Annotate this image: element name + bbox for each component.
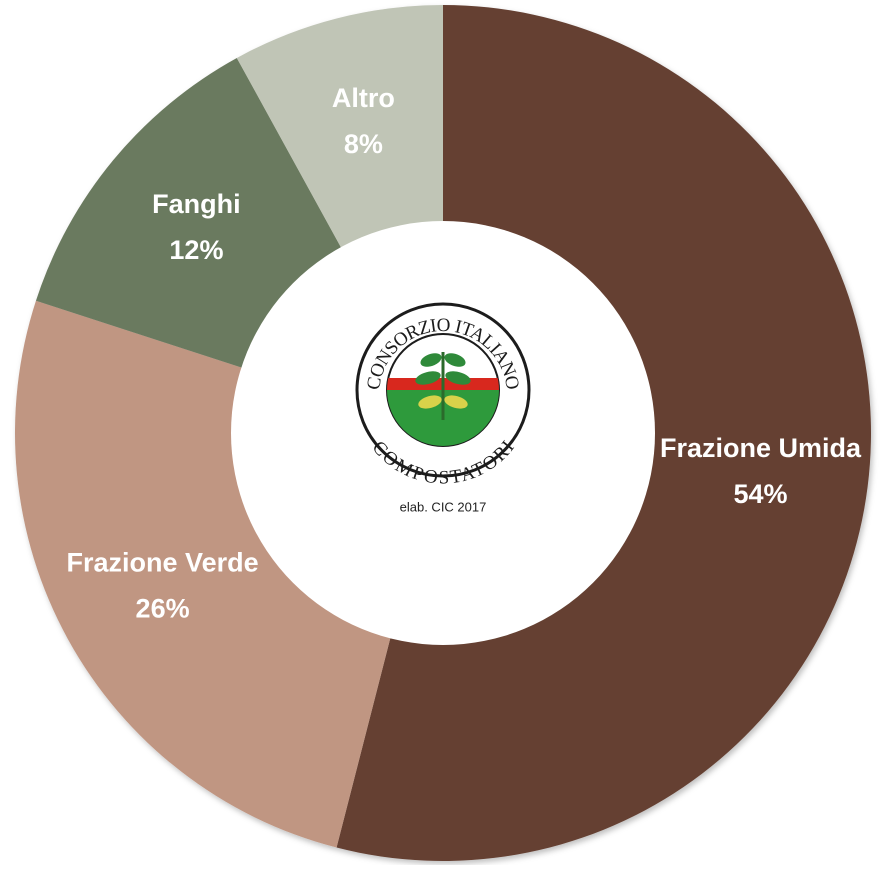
slice-label: Frazione Verde — [67, 547, 259, 577]
slice-label: Fanghi — [152, 189, 241, 219]
slice-label: Frazione Umida — [660, 433, 862, 463]
value-label: 8% — [344, 129, 383, 159]
logo-red — [387, 378, 499, 390]
value-label: 12% — [169, 235, 223, 265]
logo-leaf — [420, 353, 442, 367]
logo-leaf — [415, 371, 441, 385]
note: elab. CIC 2017 — [400, 499, 487, 514]
logo-leaf — [444, 353, 466, 367]
value-label: 54% — [733, 479, 787, 509]
logo: CONSORZIO ITALIANO COMPOSTATORI — [355, 302, 531, 489]
logo-leaf — [445, 371, 471, 385]
logo-leaf — [418, 395, 442, 409]
logo-leaf — [444, 395, 468, 409]
value-label: 26% — [136, 593, 190, 623]
slice-label: Altro — [332, 83, 395, 113]
